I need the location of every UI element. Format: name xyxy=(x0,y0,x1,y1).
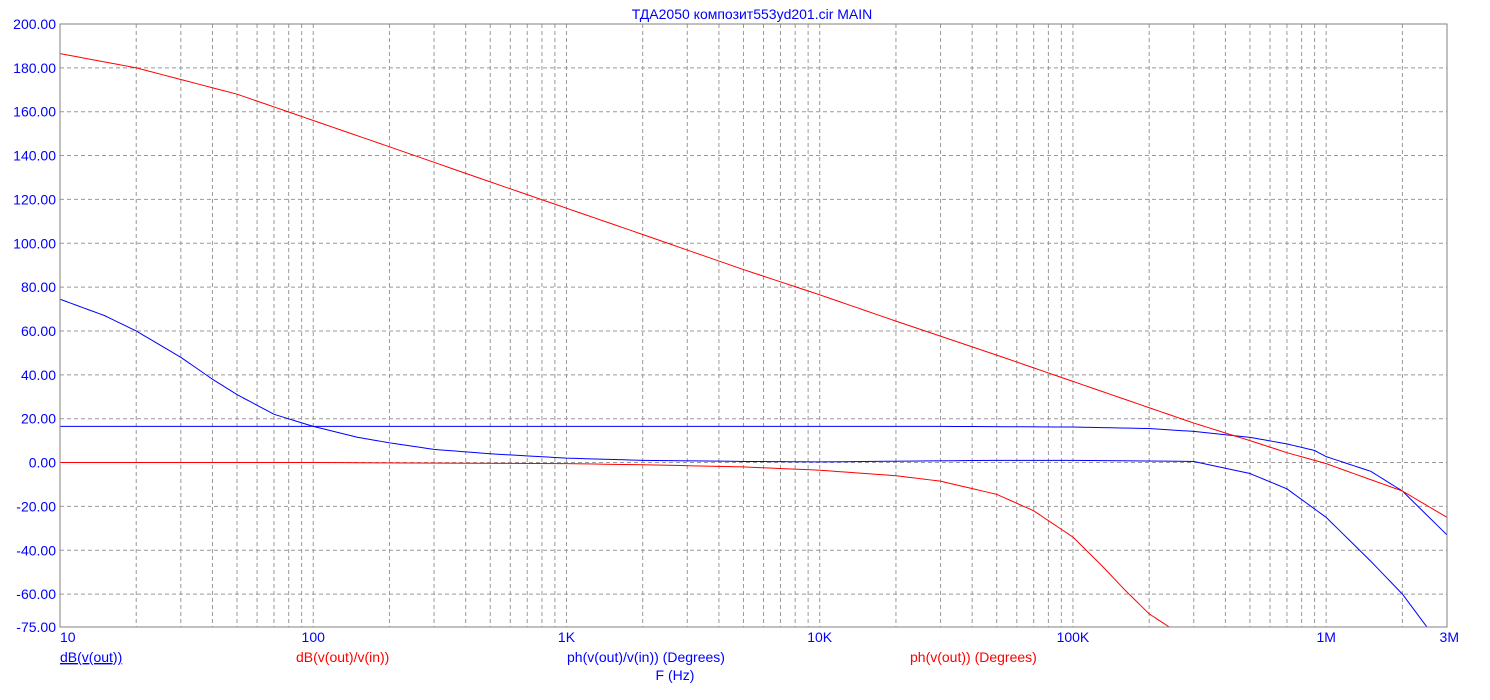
y-tick-label: 60.00 xyxy=(21,323,56,339)
legend-entry: ph(v(out)) (Degrees) xyxy=(910,649,1037,665)
y-tick-label: 200.00 xyxy=(13,16,56,32)
y-tick-label: -60.00 xyxy=(16,586,56,602)
y-tick-label: -75.00 xyxy=(16,619,56,635)
y-tick-label: 0.00 xyxy=(29,455,56,471)
y-tick-label: 100.00 xyxy=(13,235,56,251)
tick-labels: 200.00180.00160.00140.00120.00100.0080.0… xyxy=(13,16,1459,645)
y-tick-label: 40.00 xyxy=(21,367,56,383)
legend: dB(v(out)) dB(v(out)/v(in)) ph(v(out)/v(in… xyxy=(60,649,1037,665)
x-tick-label: 1M xyxy=(1316,629,1335,645)
y-tick-label: 180.00 xyxy=(13,60,56,76)
x-tick-label: 100K xyxy=(1057,629,1090,645)
y-tick-label: -20.00 xyxy=(16,498,56,514)
x-tick-label: 100 xyxy=(302,629,326,645)
y-tick-label: 20.00 xyxy=(21,411,56,427)
y-tick-label: 80.00 xyxy=(21,279,56,295)
x-tick-label: 3M xyxy=(1440,629,1459,645)
series-group xyxy=(60,53,1447,627)
series-line-1 xyxy=(60,425,1447,536)
series-line-2 xyxy=(60,53,1447,518)
x-axis-label: F (Hz) xyxy=(656,667,695,683)
chart-title: ТДА2050 композит553yd201.cir MAIN xyxy=(632,6,873,22)
legend-entry: dB(v(out)/v(in)) xyxy=(296,649,389,665)
y-tick-label: 120.00 xyxy=(13,191,56,207)
grid xyxy=(60,24,1447,627)
x-tick-label: 10K xyxy=(807,629,833,645)
legend-entry: dB(v(out)) xyxy=(60,649,122,665)
series-line-4 xyxy=(60,462,1170,627)
legend-entry: ph(v(out)/v(in)) (Degrees) xyxy=(567,649,725,665)
y-tick-label: -40.00 xyxy=(16,542,56,558)
plot-border xyxy=(59,23,1448,628)
y-tick-label: 140.00 xyxy=(13,148,56,164)
y-tick-label: 160.00 xyxy=(13,104,56,120)
series-line-3 xyxy=(60,298,1428,627)
x-tick-label: 1K xyxy=(558,629,576,645)
x-tick-label: 10 xyxy=(60,629,76,645)
